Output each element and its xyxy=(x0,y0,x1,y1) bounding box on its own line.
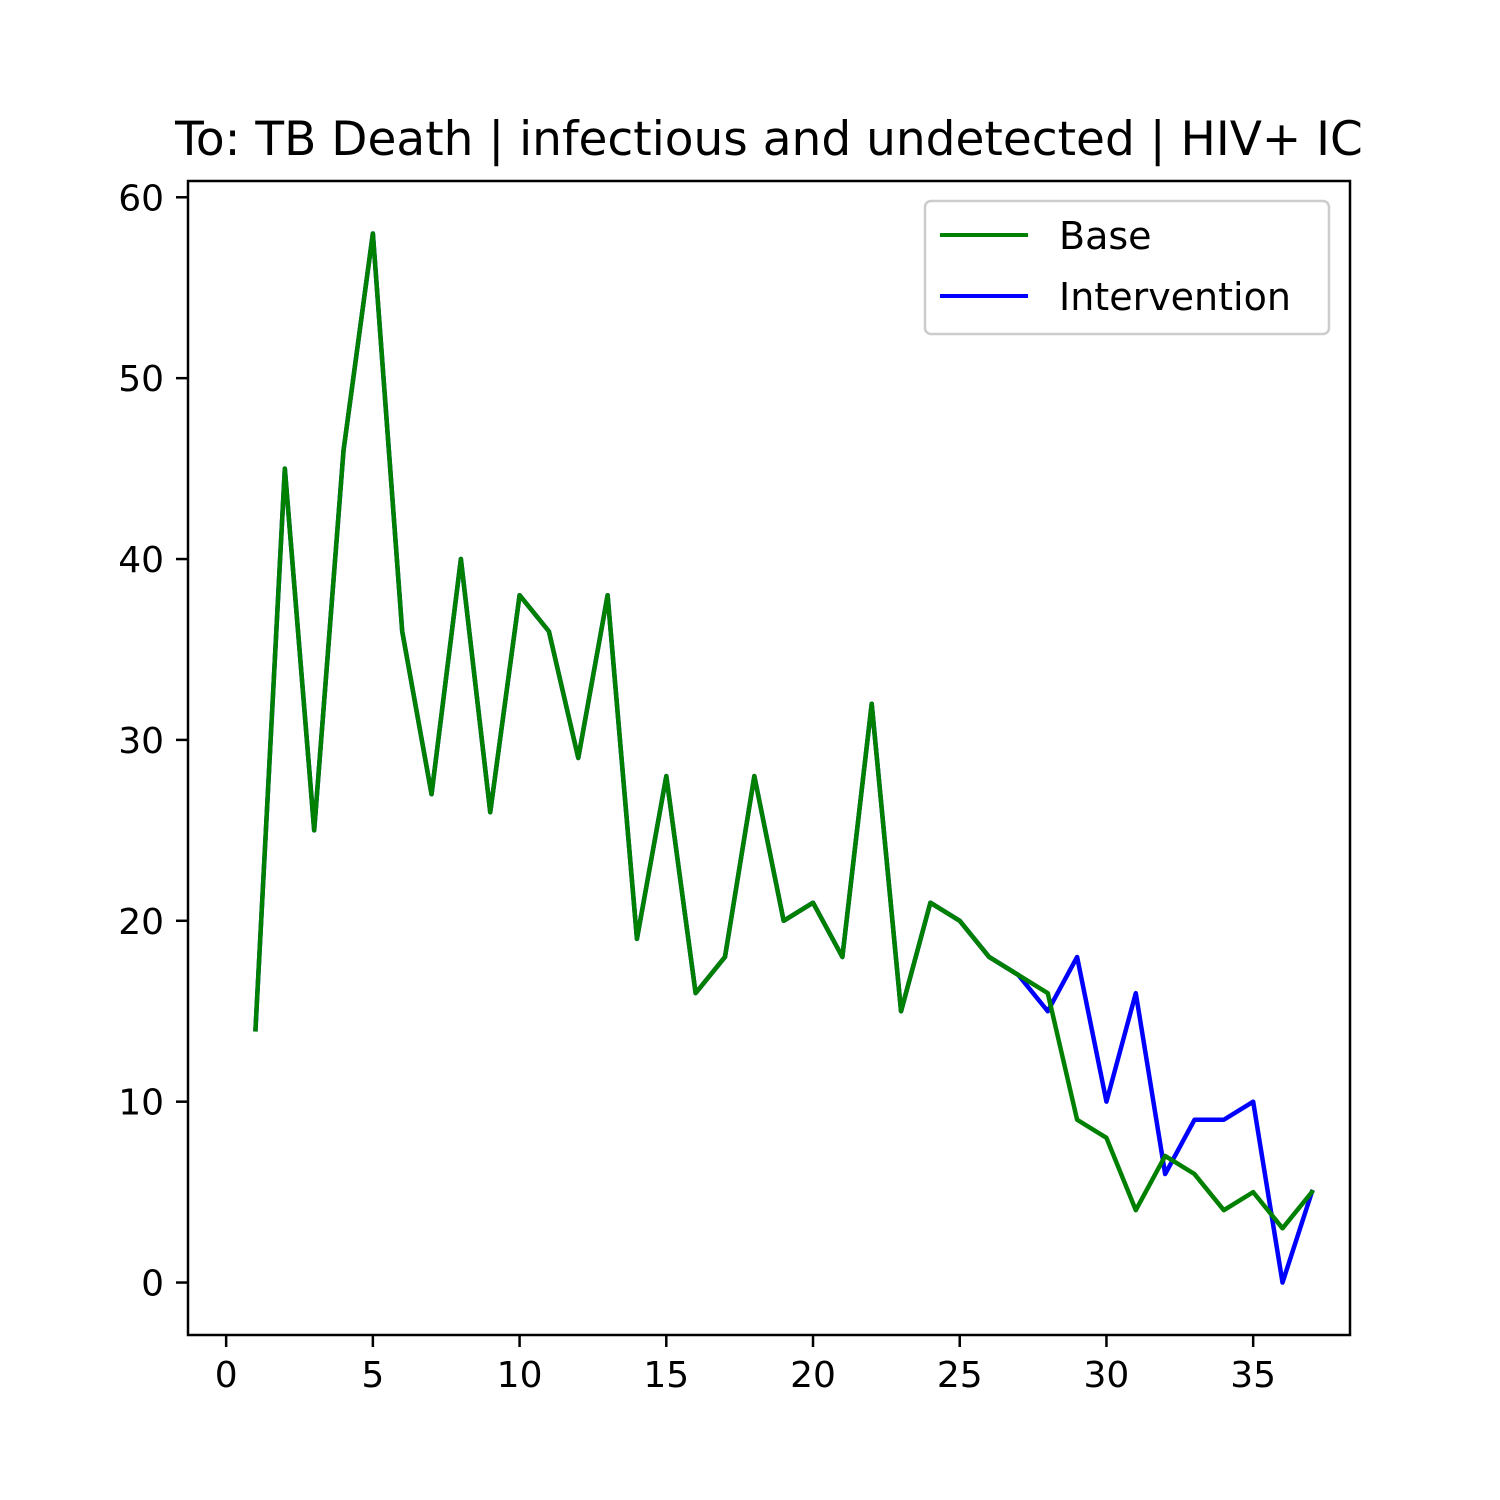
y-tick-label: 20 xyxy=(118,902,164,943)
y-tick-label: 30 xyxy=(118,721,164,762)
x-tick-label: 35 xyxy=(1230,1355,1276,1396)
x-tick-label: 20 xyxy=(790,1355,836,1396)
x-tick-label: 25 xyxy=(937,1355,983,1396)
legend-label-intervention: Intervention xyxy=(1059,275,1291,319)
x-tick-label: 10 xyxy=(497,1355,543,1396)
chart-title: To: TB Death | infectious and undetected… xyxy=(174,112,1363,167)
y-tick-label: 0 xyxy=(141,1264,164,1305)
y-tick-label: 10 xyxy=(118,1083,164,1124)
y-axis: 0 10 20 30 40 50 60 xyxy=(118,178,188,1305)
x-tick-label: 5 xyxy=(361,1355,384,1396)
y-tick-label: 40 xyxy=(118,540,164,581)
series-line-base xyxy=(253,231,1316,1231)
legend-label-base: Base xyxy=(1059,214,1152,258)
y-tick-label: 60 xyxy=(118,178,164,219)
x-tick-label: 30 xyxy=(1084,1355,1130,1396)
legend: Base Intervention xyxy=(923,199,1331,336)
x-tick-label: 15 xyxy=(643,1355,689,1396)
plot-frame xyxy=(186,179,1352,1337)
series-layer xyxy=(253,231,1316,1285)
y-tick-label: 50 xyxy=(118,359,164,400)
x-axis: 0 5 10 15 20 25 30 35 xyxy=(215,1335,1276,1396)
x-tick-label: 0 xyxy=(215,1355,238,1396)
